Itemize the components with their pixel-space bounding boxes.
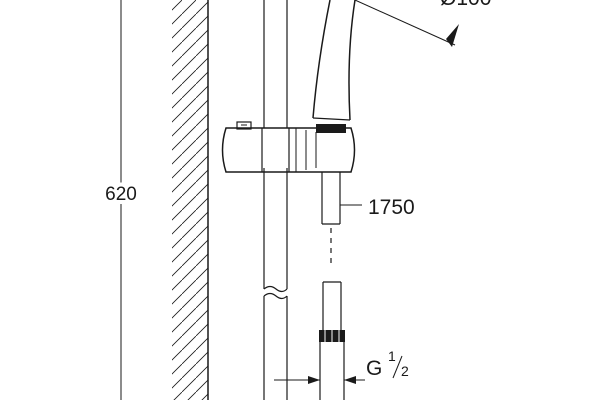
thread-dimension: G 1 2 [274,348,409,384]
wall [172,0,209,400]
height-dimension: 620 [101,0,141,400]
thread-numerator: 1 [388,348,396,364]
hose-length-label: 1750 [368,196,415,219]
hose [319,172,345,400]
thread-denominator: 2 [401,363,409,379]
thread-letter: G [366,357,382,380]
head-diameter-dimension: Ø100 [354,0,491,47]
shower-rail [263,0,288,400]
hand-shower [312,0,356,133]
head-diameter-label: Ø100 [440,0,491,10]
height-dimension-label: 620 [105,184,137,205]
slide-bracket [221,121,356,173]
hose-length-dimension: 1750 [340,196,415,219]
